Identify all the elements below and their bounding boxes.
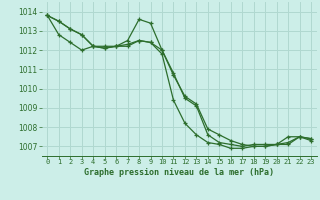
X-axis label: Graphe pression niveau de la mer (hPa): Graphe pression niveau de la mer (hPa) (84, 168, 274, 177)
